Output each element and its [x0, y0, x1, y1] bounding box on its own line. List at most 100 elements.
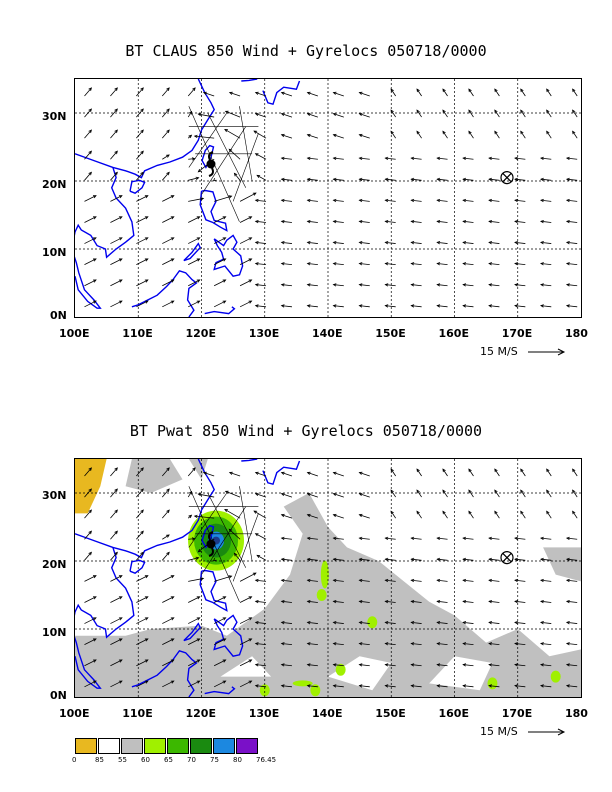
wind-vector [358, 91, 370, 97]
wind-vector [162, 659, 175, 667]
wind-vector [565, 578, 578, 583]
wind-vector [462, 219, 474, 224]
wind-vector [280, 684, 292, 688]
wind-vector [84, 87, 92, 97]
wind-vector [188, 596, 201, 603]
wind-vector [494, 130, 500, 139]
wind-vector [436, 578, 448, 583]
wind-vector [187, 87, 196, 97]
coastline-8 [241, 79, 258, 82]
pwat-gray-region [543, 547, 581, 582]
coastline-8 [241, 459, 258, 462]
wind-vector [565, 283, 578, 287]
wind-vector [136, 129, 144, 139]
wind-vector [280, 91, 293, 97]
wind-vector [384, 557, 396, 562]
wind-vector [306, 536, 318, 541]
wind-vector [254, 241, 267, 245]
wind-vector [514, 663, 526, 667]
wind-vector [468, 489, 474, 498]
colorbar-tick-label: 76.45 [256, 756, 277, 764]
wind-vector [540, 283, 552, 287]
wind-vector [332, 177, 344, 182]
wind-vector [546, 130, 552, 139]
lon-tick-label: 140E [312, 327, 343, 340]
pwat-lime-patch [550, 670, 561, 683]
wind-vector [410, 684, 422, 688]
wind-vector [161, 171, 170, 181]
wind-vector [162, 300, 175, 308]
wind-vector [436, 557, 448, 562]
wind-vector [110, 279, 123, 287]
wind-vector [358, 621, 370, 625]
bottom-lat-label-0n: 0N [50, 689, 67, 702]
bottom-panel-title: BT Pwat 850 Wind + Gyrelocs 050718/0000 [129, 422, 483, 440]
wind-vector [306, 283, 318, 287]
bottom-reference-arrow [528, 728, 566, 736]
wind-vector [136, 575, 149, 582]
wind-vector [540, 198, 552, 203]
wind-vector [253, 510, 267, 519]
wind-vector [254, 153, 267, 160]
gyre-track-line [207, 492, 247, 568]
wind-vector [280, 283, 292, 287]
gyre-track-line [207, 112, 247, 188]
coastline-4 [199, 189, 228, 232]
wind-vector [494, 510, 500, 519]
wind-vector [546, 510, 552, 519]
wind-vector [254, 112, 267, 118]
wind-vector [162, 279, 175, 287]
wind-vector [136, 258, 149, 265]
wind-vector [84, 237, 97, 244]
wind-vector [410, 304, 422, 308]
wind-vector [410, 198, 422, 203]
wind-vector [488, 304, 500, 308]
wind-vector [410, 621, 422, 625]
pwat-lime-patch [316, 589, 327, 601]
wind-vector [136, 617, 149, 624]
wind-vector [410, 578, 422, 583]
wind-vector [254, 642, 267, 646]
wind-vector [390, 510, 397, 519]
wind-vector [358, 304, 370, 308]
wind-vector [136, 680, 149, 688]
wind-vector [280, 177, 292, 182]
wind-vector [161, 509, 170, 519]
wind-vector [384, 177, 396, 182]
wind-vector [384, 304, 396, 308]
wind-vector [84, 617, 97, 624]
wind-vector [514, 177, 526, 182]
colorbar-tick-label: 0 [72, 756, 77, 764]
wind-vector [239, 680, 253, 688]
wind-vector [161, 551, 170, 561]
wind-vector [332, 156, 344, 161]
colorbar-swatch [190, 738, 212, 754]
wind-vector [416, 130, 422, 139]
wind-vector [239, 279, 253, 287]
wind-vector [540, 262, 552, 266]
wind-vector [436, 177, 448, 182]
wind-vector [254, 283, 267, 287]
wind-vector [213, 617, 227, 624]
wind-vector [136, 488, 144, 498]
wind-vector [358, 241, 370, 245]
wind-vector [280, 557, 292, 562]
top-lat-label-30n: 30N [42, 110, 67, 123]
wind-vector [358, 262, 370, 266]
wind-vector [162, 617, 175, 624]
wind-vector [540, 642, 552, 646]
wind-vector [110, 237, 123, 244]
wind-vector [546, 109, 552, 118]
wind-vector [84, 195, 97, 202]
wind-vector [136, 509, 144, 519]
colorbar-swatch [236, 738, 258, 754]
pwat-white-region [328, 656, 392, 691]
wind-vector [390, 88, 397, 97]
wind-vector [565, 241, 578, 245]
wind-vector [520, 510, 526, 519]
wind-vector [188, 638, 201, 645]
wind-vector [136, 150, 144, 160]
wind-vector [224, 490, 241, 498]
wind-vector [224, 110, 241, 118]
wind-vector [416, 109, 422, 118]
